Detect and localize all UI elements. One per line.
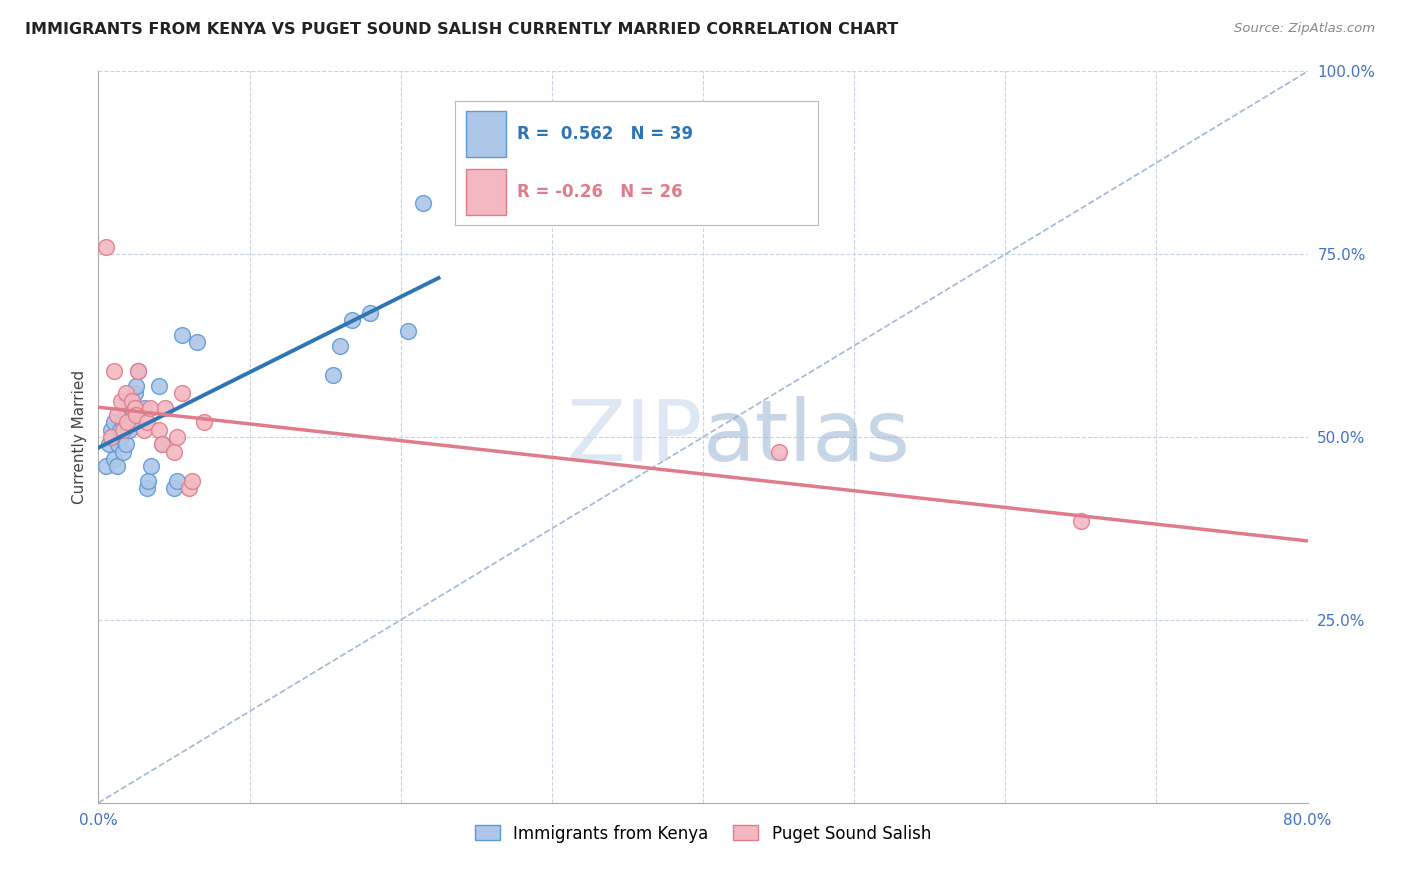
Point xyxy=(100,430,122,444)
Text: ZIP: ZIP xyxy=(567,395,703,479)
Point xyxy=(118,416,141,430)
Point xyxy=(103,364,125,378)
Point xyxy=(94,459,117,474)
Point xyxy=(396,324,419,338)
Point xyxy=(111,416,134,430)
Point xyxy=(105,459,128,474)
Point xyxy=(135,416,157,430)
Point xyxy=(170,327,193,342)
Y-axis label: Currently Married: Currently Married xyxy=(72,370,87,504)
Point xyxy=(1070,514,1092,528)
Point xyxy=(132,423,155,437)
Point xyxy=(107,437,129,451)
Point xyxy=(163,481,186,495)
Point xyxy=(122,416,145,430)
Point xyxy=(193,416,215,430)
Point xyxy=(148,423,170,437)
Point xyxy=(329,338,352,352)
Point xyxy=(141,459,163,474)
Point xyxy=(101,430,124,444)
Point xyxy=(105,408,128,422)
Point xyxy=(98,437,121,451)
Point xyxy=(342,313,364,327)
Point xyxy=(124,386,146,401)
Point xyxy=(125,408,148,422)
Point xyxy=(111,444,134,458)
Point xyxy=(114,437,136,451)
Point xyxy=(179,481,201,495)
Point xyxy=(112,423,135,437)
Point xyxy=(121,393,143,408)
Point xyxy=(150,437,173,451)
Point xyxy=(181,474,204,488)
Point xyxy=(166,474,188,488)
Point xyxy=(322,368,344,382)
Point xyxy=(103,452,125,467)
Text: IMMIGRANTS FROM KENYA VS PUGET SOUND SALISH CURRENTLY MARRIED CORRELATION CHART: IMMIGRANTS FROM KENYA VS PUGET SOUND SAL… xyxy=(25,22,898,37)
Point xyxy=(135,481,157,495)
Point xyxy=(186,334,208,349)
Point xyxy=(118,423,141,437)
Point xyxy=(768,444,790,458)
Point xyxy=(136,474,159,488)
Legend: Immigrants from Kenya, Puget Sound Salish: Immigrants from Kenya, Puget Sound Salis… xyxy=(468,818,938,849)
Point xyxy=(114,408,136,422)
Point xyxy=(110,393,132,408)
Point xyxy=(100,423,122,437)
Point xyxy=(166,430,188,444)
Point xyxy=(132,401,155,415)
Point xyxy=(153,401,176,415)
Point xyxy=(111,423,134,437)
Point xyxy=(103,416,125,430)
Point xyxy=(150,437,173,451)
Point xyxy=(115,393,138,408)
Point xyxy=(139,401,162,415)
Point xyxy=(125,379,148,393)
Point xyxy=(127,364,149,378)
Text: atlas: atlas xyxy=(703,395,911,479)
Point xyxy=(360,306,382,320)
Text: Source: ZipAtlas.com: Source: ZipAtlas.com xyxy=(1234,22,1375,36)
Point xyxy=(110,430,132,444)
Point xyxy=(163,444,186,458)
Point xyxy=(170,386,193,401)
Point xyxy=(127,364,149,378)
Point xyxy=(121,401,143,415)
Point xyxy=(115,416,138,430)
Point xyxy=(148,379,170,393)
Point xyxy=(114,386,136,401)
Point xyxy=(412,196,434,211)
Point xyxy=(108,423,131,437)
Point xyxy=(94,240,117,254)
Point xyxy=(124,401,146,415)
